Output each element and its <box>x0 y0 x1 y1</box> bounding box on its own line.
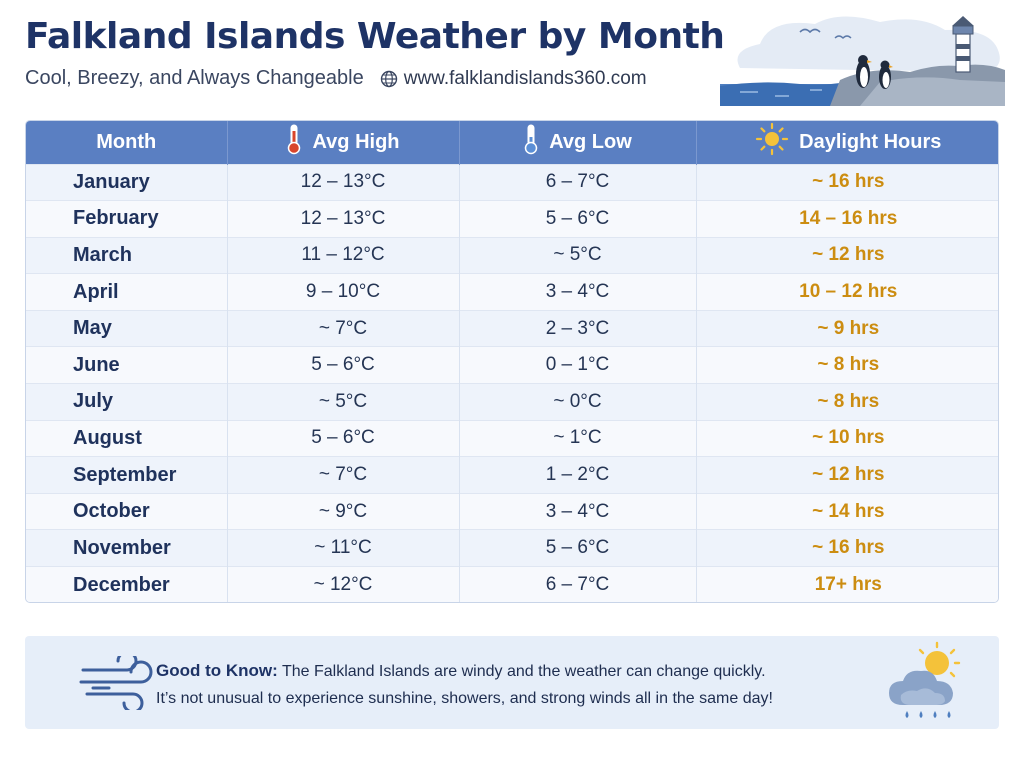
daylight-cell: ~ 12 hrs <box>696 456 998 494</box>
avg-high-cell: 5 – 6°C <box>227 346 460 384</box>
table-row: January 12 – 13°C 6 – 7°C ~ 16 hrs <box>26 163 998 201</box>
month-cell: June <box>26 346 228 384</box>
avg-low-cell: 1 – 2°C <box>459 456 697 494</box>
column-header-label: Month <box>96 130 157 153</box>
avg-low-cell: 0 – 1°C <box>459 346 697 384</box>
table-row: May ~ 7°C 2 – 3°C ~ 9 hrs <box>26 309 998 347</box>
thermometer-cold-icon <box>523 123 539 161</box>
avg-high-cell: 12 – 13°C <box>227 163 460 201</box>
avg-high-cell: ~ 11°C <box>227 529 460 567</box>
avg-low-cell: 3 – 4°C <box>459 273 697 311</box>
column-header-month: Month <box>26 121 228 164</box>
avg-high-cell: ~ 7°C <box>227 309 460 347</box>
avg-high-cell: 11 – 12°C <box>227 236 460 274</box>
month-cell: September <box>26 456 228 494</box>
table-row: February 12 – 13°C 5 – 6°C 14 – 16 hrs <box>26 200 998 238</box>
month-cell: November <box>26 529 228 567</box>
daylight-cell: ~ 14 hrs <box>696 492 998 530</box>
page-title: Falkland Islands Weather by Month <box>25 16 725 57</box>
daylight-cell: ~ 8 hrs <box>696 346 998 384</box>
column-header-label: Avg Low <box>549 130 632 153</box>
avg-low-cell: 5 – 6°C <box>459 200 697 238</box>
avg-high-cell: 5 – 6°C <box>227 419 460 457</box>
note-line-2: It’s not unusual to experience sunshine,… <box>156 690 773 707</box>
month-cell: July <box>26 383 228 421</box>
sun-icon <box>755 122 789 162</box>
table-row: November ~ 11°C 5 – 6°C ~ 16 hrs <box>26 529 998 567</box>
avg-low-cell: 2 – 3°C <box>459 309 697 347</box>
column-header-avg-low: Avg Low <box>459 121 697 164</box>
avg-low-cell: ~ 5°C <box>459 236 697 274</box>
avg-low-cell: ~ 0°C <box>459 383 697 421</box>
avg-low-cell: 6 – 7°C <box>459 163 697 201</box>
column-header-label: Avg High <box>312 130 400 153</box>
table-row: July ~ 5°C ~ 0°C ~ 8 hrs <box>26 383 998 421</box>
penguins-lighthouse-illustration <box>720 10 1005 106</box>
table-header-row: Month Avg High <box>26 121 998 164</box>
table-row: September ~ 7°C 1 – 2°C ~ 12 hrs <box>26 456 998 494</box>
avg-high-cell: ~ 7°C <box>227 456 460 494</box>
page-header: Falkland Islands Weather by Month Cool, … <box>25 16 725 106</box>
note-label: Good to Know: <box>156 661 278 680</box>
table-row: April 9 – 10°C 3 – 4°C 10 – 12 hrs <box>26 273 998 311</box>
month-cell: May <box>26 309 228 347</box>
daylight-cell: ~ 9 hrs <box>696 309 998 347</box>
month-cell: December <box>26 566 228 602</box>
table-row: August 5 – 6°C ~ 1°C ~ 10 hrs <box>26 419 998 457</box>
daylight-cell: ~ 10 hrs <box>696 419 998 457</box>
page-subtitle: Cool, Breezy, and Always Changeable <box>25 67 364 89</box>
avg-high-cell: 12 – 13°C <box>227 200 460 238</box>
month-cell: April <box>26 273 228 311</box>
weather-table: Month Avg High <box>25 120 999 603</box>
note-text: Good to Know: The Falkland Islands are w… <box>156 657 856 712</box>
wind-icon <box>79 650 157 714</box>
daylight-cell: 10 – 12 hrs <box>696 273 998 311</box>
avg-high-cell: ~ 9°C <box>227 492 460 530</box>
subtitle-row: Cool, Breezy, and Always Changeable www.… <box>25 67 725 90</box>
avg-high-cell: ~ 5°C <box>227 383 460 421</box>
month-cell: February <box>26 200 228 238</box>
good-to-know-panel: Good to Know: The Falkland Islands are w… <box>25 636 999 729</box>
month-cell: January <box>26 163 228 201</box>
avg-high-cell: 9 – 10°C <box>227 273 460 311</box>
daylight-cell: 14 – 16 hrs <box>696 200 998 238</box>
sun-cloud-rain-icon <box>873 639 985 727</box>
daylight-cell: ~ 8 hrs <box>696 383 998 421</box>
column-header-daylight: Daylight Hours <box>696 121 998 164</box>
column-header-avg-high: Avg High <box>227 121 460 164</box>
table-row: October ~ 9°C 3 – 4°C ~ 14 hrs <box>26 492 998 530</box>
avg-low-cell: 3 – 4°C <box>459 492 697 530</box>
column-header-label: Daylight Hours <box>799 130 942 153</box>
table-body: January 12 – 13°C 6 – 7°C ~ 16 hrs February 1… <box>26 163 998 602</box>
month-cell: August <box>26 419 228 457</box>
thermometer-hot-icon <box>286 123 302 161</box>
note-line-1-text: The Falkland Islands are windy and the w… <box>281 663 766 680</box>
daylight-cell: ~ 12 hrs <box>696 236 998 274</box>
table-row: December ~ 12°C 6 – 7°C 17+ hrs <box>26 566 998 602</box>
daylight-cell: 17+ hrs <box>696 566 998 602</box>
month-cell: October <box>26 492 228 530</box>
table-row: March 11 – 12°C ~ 5°C ~ 12 hrs <box>26 236 998 274</box>
website-link[interactable]: www.falklandislands360.com <box>403 67 647 89</box>
avg-low-cell: ~ 1°C <box>459 419 697 457</box>
globe-icon <box>380 70 398 88</box>
avg-low-cell: 5 – 6°C <box>459 529 697 567</box>
avg-low-cell: 6 – 7°C <box>459 566 697 602</box>
daylight-cell: ~ 16 hrs <box>696 529 998 567</box>
avg-high-cell: ~ 12°C <box>227 566 460 602</box>
note-line-1: Good to Know: The Falkland Islands are w… <box>156 657 856 685</box>
daylight-cell: ~ 16 hrs <box>696 163 998 201</box>
month-cell: March <box>26 236 228 274</box>
table-row: June 5 – 6°C 0 – 1°C ~ 8 hrs <box>26 346 998 384</box>
